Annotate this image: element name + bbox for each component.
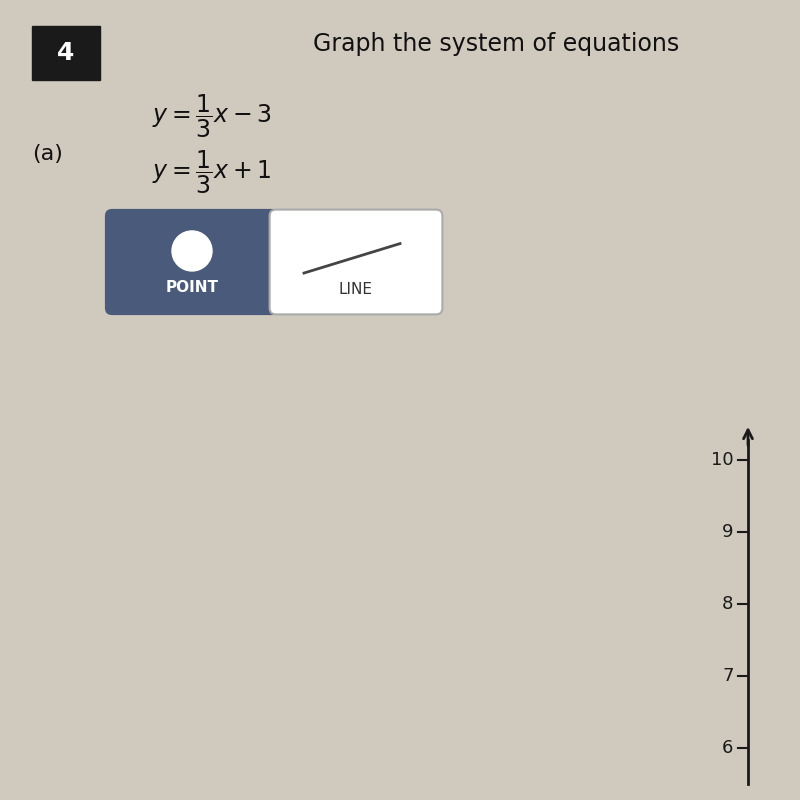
Text: POINT: POINT [166,280,218,295]
FancyBboxPatch shape [32,26,100,80]
Text: $y = \dfrac{1}{3}x + 1$: $y = \dfrac{1}{3}x + 1$ [152,148,271,196]
Text: Graph the system of equations: Graph the system of equations [313,32,679,56]
FancyBboxPatch shape [270,210,442,314]
Text: $y = \dfrac{1}{3}x - 3$: $y = \dfrac{1}{3}x - 3$ [152,92,272,140]
FancyBboxPatch shape [106,210,278,314]
Circle shape [172,231,212,271]
Text: 7: 7 [722,667,734,685]
Text: 4: 4 [58,41,74,65]
Text: 6: 6 [722,739,734,757]
Text: 10: 10 [711,451,734,469]
Text: 8: 8 [722,595,734,613]
Text: LINE: LINE [339,282,373,297]
Text: (a): (a) [32,143,63,163]
Text: 9: 9 [722,523,734,541]
